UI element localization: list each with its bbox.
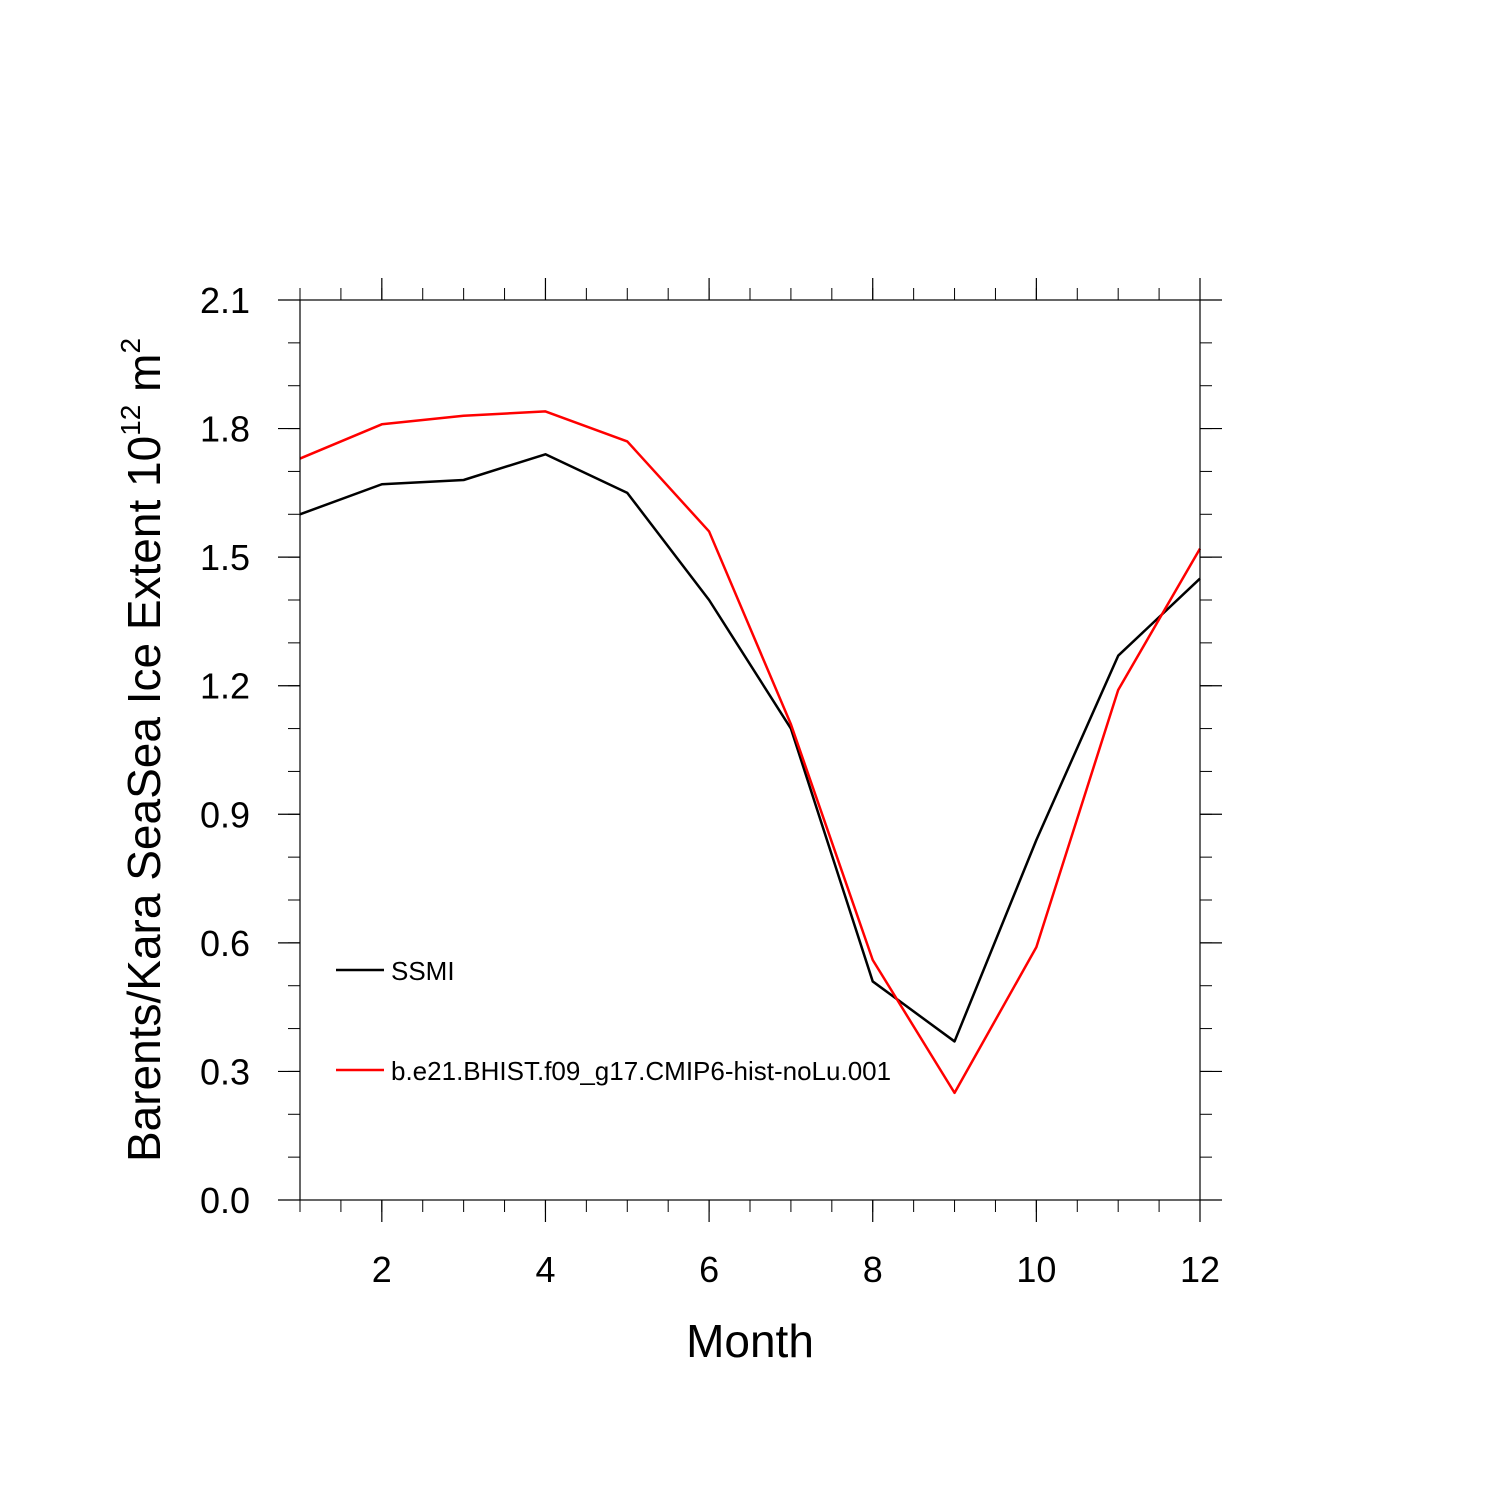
major-ticks (278, 278, 1222, 1222)
y-tick-label: 1.5 (200, 537, 250, 578)
x-tick-label: 4 (535, 1249, 555, 1290)
y-tick-label: 0.3 (200, 1051, 250, 1092)
y-tick-labels: 0.0 0.3 0.6 0.9 1.2 1.5 1.8 2.1 (200, 280, 250, 1221)
x-tick-label: 8 (863, 1249, 883, 1290)
legend-label-model: b.e21.BHIST.f09_g17.CMIP6-hist-noLu.001 (391, 1056, 891, 1086)
y-tick-label: 0.6 (200, 923, 250, 964)
x-axis-label: Month (686, 1315, 814, 1367)
series-line-ssmi (299, 453, 1201, 1043)
series-line-model (299, 410, 1202, 1095)
y-tick-label: 1.8 (200, 409, 250, 450)
y-axis-label: Barents/Kara SeaSea Ice Extent 1012 m2 (115, 338, 170, 1162)
x-tick-label: 6 (699, 1249, 719, 1290)
x-tick-label: 2 (372, 1249, 392, 1290)
y-tick-label: 0.9 (200, 794, 250, 835)
legend-label-ssmi: SSMI (391, 956, 455, 986)
plot-frame (299, 299, 1201, 1201)
x-tick-label: 12 (1180, 1249, 1220, 1290)
y-axis-label-unit: m (118, 354, 170, 405)
y-tick-label: 2.1 (200, 280, 250, 321)
legend: SSMI b.e21.BHIST.f09_g17.CMIP6-hist-noLu… (336, 956, 891, 1086)
y-axis-label-exponent: 12 (115, 405, 146, 436)
series-layer (299, 410, 1202, 1095)
y-axis-label-unit-exponent: 2 (115, 338, 146, 354)
y-tick-label: 0.0 (200, 1180, 250, 1221)
x-tick-label: 10 (1016, 1249, 1056, 1290)
y-tick-label: 1.2 (200, 666, 250, 707)
y-axis-label-main: Barents/Kara SeaSea Ice Extent 10 (118, 436, 170, 1162)
x-tick-labels: 2 4 6 8 10 12 (372, 1249, 1220, 1290)
